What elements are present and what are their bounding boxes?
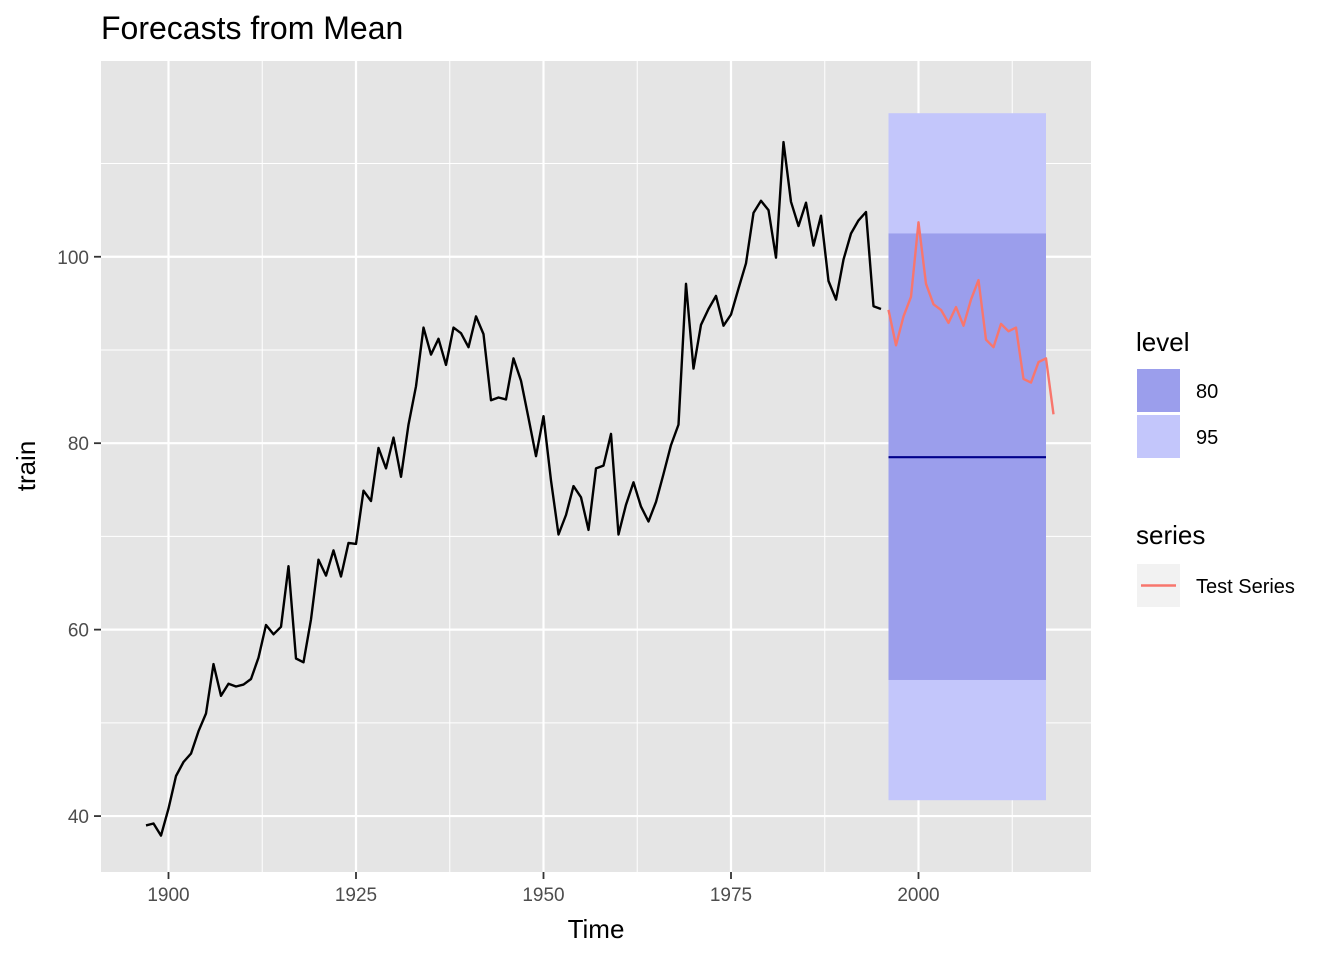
train-series-line [145,140,882,837]
y-axis: 40 60 80 100 [57,248,101,828]
legend-key-level-95 [1137,415,1180,458]
x-tick-label: 1900 [147,885,189,906]
x-tick-label: 2000 [897,885,939,906]
x-axis: 1900 1925 1950 1975 2000 [147,872,940,906]
legend-level-items: 80 95 [1137,369,1218,458]
y-tick-label: 100 [57,248,89,269]
legend-label-level-80: 80 [1196,381,1218,403]
x-tick-label: 1925 [335,885,377,906]
x-axis-title: Time [568,914,625,944]
y-tick-label: 80 [68,434,89,455]
legend-series-title: series [1136,520,1205,550]
legend-label-level-95: 95 [1196,427,1218,449]
test-series-line [887,221,1055,415]
y-axis-title: train [11,441,41,492]
y-tick-label: 60 [68,621,89,642]
y-tick-label: 40 [68,807,89,828]
legend-label-series: Test Series [1196,576,1295,598]
legend-series-items: Test Series [1137,564,1295,607]
legend: level 80 95 series Test Series [1136,327,1295,607]
x-tick-label: 1950 [522,885,564,906]
chart-title: Forecasts from Mean [101,10,403,46]
x-tick-label: 1975 [710,885,752,906]
series-lines [145,140,1055,837]
legend-key-level-80 [1137,369,1180,412]
legend-level-title: level [1136,327,1189,357]
